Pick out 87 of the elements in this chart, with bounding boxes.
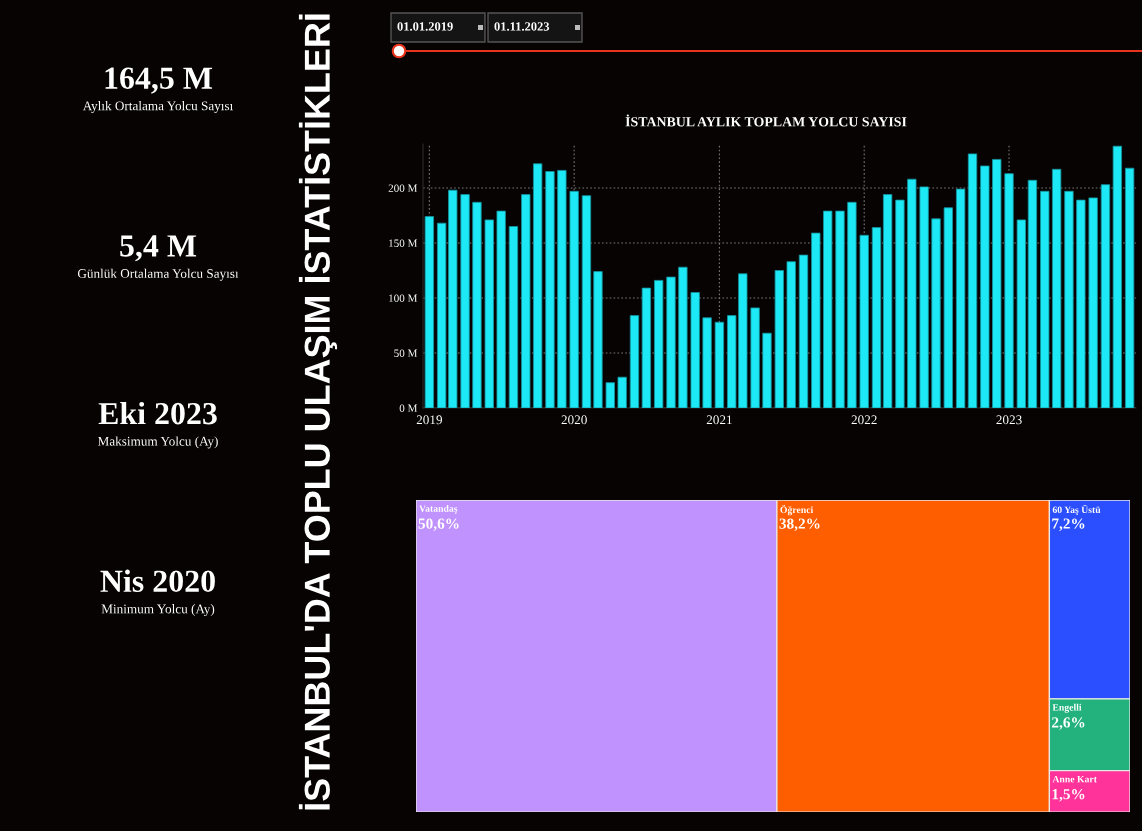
bar bbox=[1004, 173, 1014, 408]
bar bbox=[690, 292, 700, 408]
bar bbox=[1100, 184, 1111, 408]
bar bbox=[521, 194, 531, 408]
category-label: Öğrenci bbox=[780, 505, 814, 516]
bar bbox=[569, 190, 579, 408]
text: Maksimum Yolcu (Ay) bbox=[97, 436, 218, 449]
bar bbox=[882, 194, 893, 408]
bar bbox=[629, 315, 640, 408]
x-tick-label: 2020 bbox=[561, 415, 587, 425]
bar bbox=[859, 234, 869, 408]
bar bbox=[955, 188, 966, 408]
bar bbox=[1016, 219, 1026, 408]
bar bbox=[545, 171, 555, 408]
text: 164,5 M bbox=[105, 67, 213, 94]
bar bbox=[472, 201, 482, 408]
bar bbox=[1088, 197, 1098, 408]
bar bbox=[1112, 145, 1122, 408]
bar bbox=[617, 376, 627, 408]
text: Aylık Ortalama Yolcu Sayısı bbox=[82, 101, 234, 113]
x-tick-label: 2023 bbox=[996, 415, 1022, 425]
bar bbox=[714, 321, 725, 408]
bar bbox=[811, 232, 821, 408]
bar bbox=[460, 194, 470, 408]
bar bbox=[557, 169, 567, 408]
bar bbox=[484, 219, 494, 408]
x-tick-label: 2021 bbox=[706, 415, 732, 425]
bar bbox=[1064, 190, 1074, 408]
text: 01.01.2019 bbox=[397, 22, 453, 31]
bar bbox=[1052, 168, 1062, 408]
data-label: 50,6% bbox=[418, 518, 459, 531]
data-label: 38,2% bbox=[779, 518, 820, 531]
bar bbox=[666, 276, 676, 408]
bar bbox=[605, 382, 615, 408]
y-tick-label: 100 M bbox=[389, 294, 418, 302]
bar bbox=[871, 227, 882, 408]
bar bbox=[1027, 179, 1038, 408]
bar bbox=[508, 226, 519, 408]
chart-title: İSTANBUL AYLIK TOPLAM YOLCU SAYISI bbox=[625, 114, 907, 127]
x-tick-label: 2019 bbox=[416, 415, 442, 425]
bar bbox=[992, 158, 1002, 408]
bar bbox=[654, 279, 664, 408]
bar bbox=[593, 271, 603, 408]
bar bbox=[798, 254, 809, 408]
bar bbox=[895, 199, 905, 408]
category-label: Engelli bbox=[1052, 703, 1082, 713]
bar bbox=[750, 307, 760, 408]
bar bbox=[943, 207, 953, 408]
text: İSTANBUL'DA TOPLU ULAŞIM İSTATİSTİKLERİ bbox=[298, 14, 338, 810]
bar bbox=[424, 216, 434, 408]
y-tick-label: 150 M bbox=[389, 239, 418, 247]
bar bbox=[1040, 190, 1050, 408]
text: 5,4 M bbox=[120, 235, 197, 262]
text: 01.11.2023 bbox=[494, 22, 550, 31]
bar bbox=[907, 178, 917, 408]
bar bbox=[980, 165, 990, 408]
bar bbox=[967, 153, 978, 408]
data-label: 7,2% bbox=[1052, 518, 1085, 531]
bar bbox=[496, 210, 506, 408]
category-label: Anne Kart bbox=[1052, 775, 1097, 783]
bar bbox=[835, 210, 845, 408]
bar bbox=[931, 218, 941, 408]
data-label: 2,6% bbox=[1052, 717, 1085, 730]
text: Günlük Ortalama Yolcu Sayısı bbox=[77, 268, 239, 281]
bar bbox=[823, 210, 833, 408]
text: Eki 2023 bbox=[98, 401, 217, 425]
category-label: 60 Yaş Üstü bbox=[1052, 504, 1101, 515]
x-tick-label: 2022 bbox=[851, 415, 877, 425]
bar bbox=[641, 287, 652, 408]
bar bbox=[762, 332, 772, 408]
y-tick-label: 200 M bbox=[388, 184, 418, 192]
bar bbox=[786, 261, 796, 408]
bar bbox=[774, 270, 784, 408]
bar bbox=[919, 186, 929, 408]
y-tick-label: 0 M bbox=[399, 404, 418, 412]
bar bbox=[678, 266, 688, 408]
text: Nis 2020 bbox=[100, 569, 215, 593]
category-label: Vatandaş bbox=[419, 505, 458, 514]
bar bbox=[1076, 199, 1086, 408]
bar bbox=[702, 317, 712, 408]
text: Minimum Yolcu (Ay) bbox=[101, 604, 215, 617]
bar bbox=[1125, 167, 1135, 408]
bar bbox=[847, 201, 857, 408]
data-label: 1,5% bbox=[1052, 789, 1085, 802]
bar bbox=[533, 163, 543, 408]
bar bbox=[581, 195, 592, 408]
y-tick-label: 50 M bbox=[394, 349, 418, 357]
